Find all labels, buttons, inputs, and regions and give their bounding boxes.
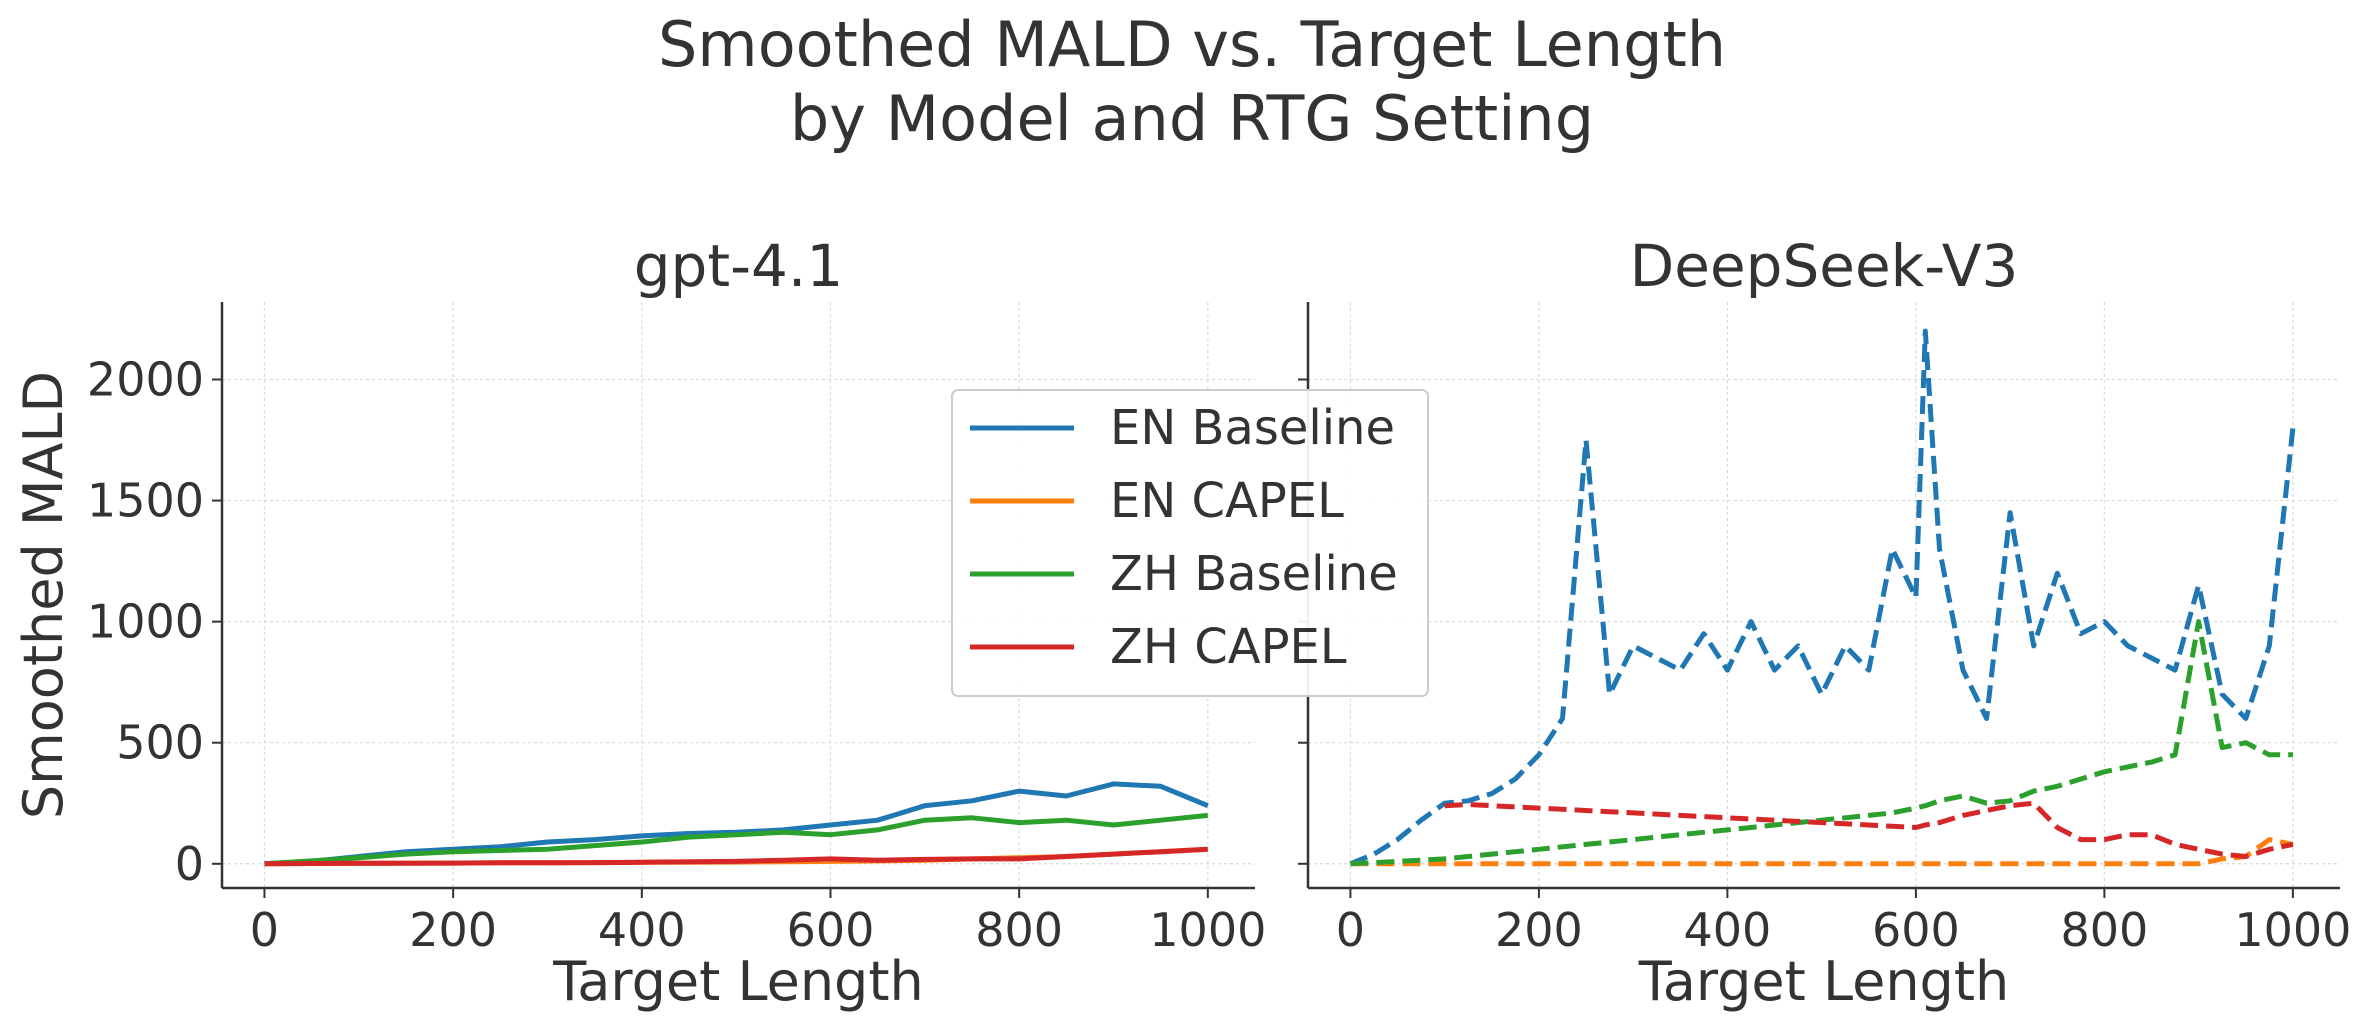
gpt-4-1-xtick-label-200: 200 xyxy=(409,903,497,957)
gpt-4-1-ytick-label-0: 0 xyxy=(175,837,204,891)
legend: EN Baseline EN CAPEL ZH Baseline ZH CAPEL xyxy=(951,389,1429,697)
gpt-4-1-ytick-label-500: 500 xyxy=(116,716,204,770)
legend-label-en-baseline: EN Baseline xyxy=(1110,400,1395,456)
gpt-4-1-xtick-label-0: 0 xyxy=(250,903,279,957)
gpt-4-1-ytick-label-1500: 1500 xyxy=(87,474,204,528)
deepseek-v3-xtick-label-400: 400 xyxy=(1683,903,1771,957)
gpt-4-1-xtick-label-1000: 1000 xyxy=(1149,903,1266,957)
gpt-4-1-series-zh-capel xyxy=(264,846,1208,867)
gpt-4-1-series-zh-baseline xyxy=(264,812,1209,867)
deepseek-v3-series-zh-capel xyxy=(1444,800,2294,859)
legend-box xyxy=(951,389,1429,697)
deepseek-v3-series-zh-baseline xyxy=(1350,619,2293,867)
gpt-4-1-ytick-label-1000: 1000 xyxy=(87,595,204,649)
gpt-4-1-xtick-label-800: 800 xyxy=(975,903,1063,957)
deepseek-v3-series-en-baseline xyxy=(1349,328,2296,867)
gpt-4-1-xlabel: Target Length xyxy=(552,950,924,1013)
gpt-4-1-xtick-label-600: 600 xyxy=(787,903,875,957)
deepseek-v3-xtick-label-200: 200 xyxy=(1495,903,1583,957)
gpt-4-1-title: gpt-4.1 xyxy=(634,232,844,300)
legend-label-zh-capel: ZH CAPEL xyxy=(1110,619,1347,675)
gpt-4-1-ytick-label-2000: 2000 xyxy=(87,352,204,406)
gpt-4-1-ylabel: Smoothed MALD xyxy=(12,371,75,819)
legend-label-en-capel: EN CAPEL xyxy=(1110,473,1344,529)
gpt-4-1-xtick-label-400: 400 xyxy=(598,903,686,957)
deepseek-v3-xtick-label-1000: 1000 xyxy=(2234,903,2351,957)
figure-title-line-1: Smoothed MALD vs. Target Length xyxy=(658,8,1726,81)
panel-deepseek-v3: 0 200 400 600 800 1000 DeepSeek-V3 Target Lengt… xyxy=(1298,232,2351,1013)
deepseek-v3-xtick-label-800: 800 xyxy=(2060,903,2148,957)
deepseek-v3-title: DeepSeek-V3 xyxy=(1630,232,2019,300)
legend-label-zh-baseline: ZH Baseline xyxy=(1110,546,1398,602)
figure-title-line-2: by Model and RTG Setting xyxy=(790,82,1594,155)
panel-gpt-4-1: 0 200 400 600 800 1000 0 500 1000 1500 2000 gpt-4.1… xyxy=(12,232,1266,1013)
deepseek-v3-xtick-label-600: 600 xyxy=(1872,903,1960,957)
deepseek-v3-xlabel: Target Length xyxy=(1638,950,2010,1013)
deepseek-v3-series-en-capel xyxy=(1350,837,2294,867)
deepseek-v3-xtick-label-0: 0 xyxy=(1336,903,1365,957)
